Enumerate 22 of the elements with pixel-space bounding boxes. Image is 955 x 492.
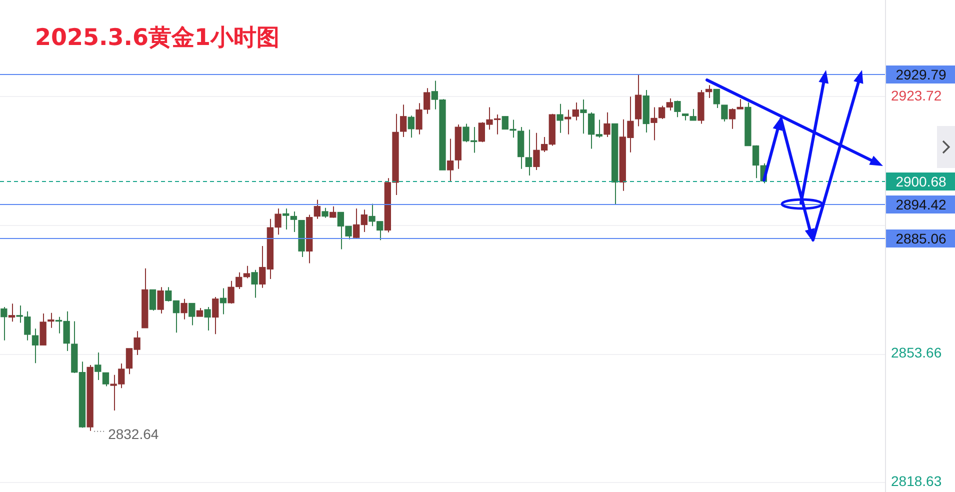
candlestick — [698, 89, 704, 124]
candlestick — [274, 208, 282, 236]
y-tick-label: 2853.66 — [891, 344, 942, 361]
candlestick — [322, 207, 328, 218]
ref-line-label: 2885.06 — [896, 230, 947, 246]
candlestick — [674, 100, 681, 118]
candlestick — [157, 286, 164, 314]
ref-line-label: 2929.79 — [896, 66, 947, 82]
y-tick-label: 2923.72 — [891, 87, 942, 104]
candlestick — [204, 306, 211, 331]
ref-line-label: 2894.42 — [896, 196, 947, 212]
y-tick-label: 2818.63 — [891, 473, 942, 490]
annotation: 2832.64 — [108, 426, 159, 442]
candlestick — [40, 313, 46, 346]
candlestick — [416, 102, 422, 135]
candlestick — [721, 104, 728, 122]
candlestick — [86, 364, 94, 432]
text: 2025.3.6黄金1小时图 — [35, 24, 280, 53]
candlestick — [690, 108, 696, 121]
candlestick — [556, 103, 564, 134]
candlestick — [251, 269, 258, 298]
ref-line-label: 2900.68 — [896, 173, 947, 190]
